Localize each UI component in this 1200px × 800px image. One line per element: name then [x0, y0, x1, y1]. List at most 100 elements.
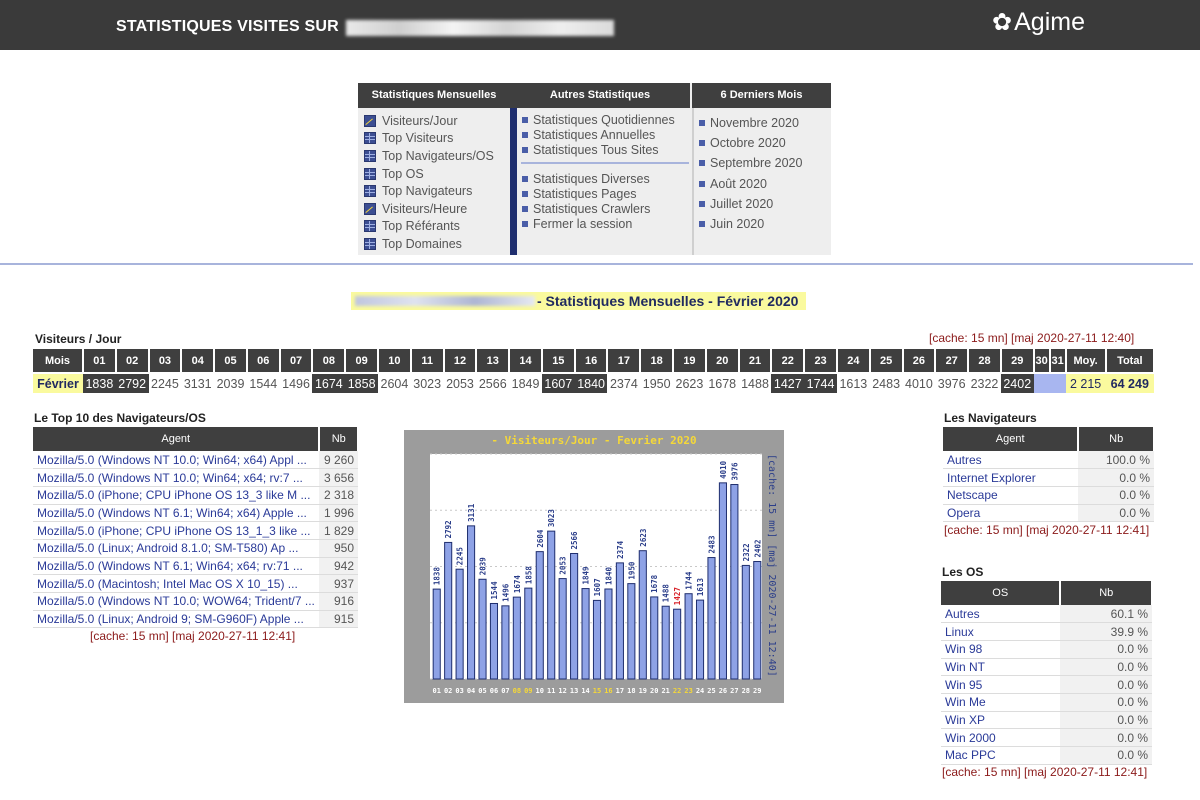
bar — [512, 596, 521, 680]
agent-count: 1 996 — [319, 504, 358, 523]
column-header-day: 30 — [1033, 349, 1051, 373]
x-tick-label: 28 — [742, 687, 750, 695]
menu-item[interactable]: Visiteurs/Heure — [364, 200, 510, 218]
bar — [478, 578, 487, 680]
menu-item[interactable]: Statistiques Pages — [521, 186, 690, 201]
day-value-cell: 1544 — [246, 372, 280, 393]
menu-item[interactable]: Top Navigateurs — [364, 182, 510, 200]
row-name-link[interactable]: Win 2000 — [941, 728, 1061, 747]
agent-link[interactable]: Mozilla/5.0 (iPhone; CPU iPhone OS 13_3 … — [33, 486, 320, 505]
menu-item[interactable]: Statistiques Tous Sites — [521, 142, 690, 157]
bullet-icon — [699, 200, 705, 207]
menu-item[interactable]: Statistiques Crawlers — [521, 201, 690, 216]
day-value-cell: 2402 — [1000, 372, 1034, 393]
redacted-site-name — [346, 20, 614, 36]
row-name-link[interactable]: Internet Explorer — [943, 468, 1079, 487]
table-row: Mozilla/5.0 (Windows NT 10.0; Win64; x64… — [33, 468, 358, 487]
bullet-icon — [699, 140, 705, 147]
row-percent: 0.0 % — [1060, 640, 1152, 659]
menu-item-label: Statistiques Pages — [533, 186, 637, 201]
bullet-icon — [522, 131, 528, 138]
row-name-link[interactable]: Autres — [941, 605, 1061, 624]
agent-link[interactable]: Mozilla/5.0 (Windows NT 6.1; Win64; x64)… — [33, 504, 320, 523]
table-row: Opera 0.0 % — [943, 504, 1154, 523]
day-value-cell: 4010 — [902, 372, 936, 393]
menu-item[interactable]: Top OS — [364, 165, 510, 183]
column-header-day: 01 — [82, 349, 117, 373]
bullet-icon — [522, 205, 528, 212]
menu-item[interactable]: Juillet 2020 — [698, 194, 831, 214]
menu-item[interactable]: Fermer la session — [521, 216, 690, 231]
agent-link[interactable]: Mozilla/5.0 (iPhone; CPU iPhone OS 13_1_… — [33, 521, 320, 540]
menu-item-label: Top Domaines — [382, 236, 462, 251]
column-header-day: 05 — [214, 349, 248, 373]
agent-link[interactable]: Mozilla/5.0 (Windows NT 10.0; Win64; x64… — [33, 468, 320, 487]
table-row: Mozilla/5.0 (iPhone; CPU iPhone OS 13_3 … — [33, 486, 358, 505]
agent-link[interactable]: Mozilla/5.0 (Linux; Android 9; SM-G960F)… — [33, 610, 320, 629]
column-header-day: 27 — [935, 349, 970, 373]
menu-item[interactable]: Statistiques Quotidiennes — [521, 112, 690, 127]
row-name-link[interactable]: Win Me — [941, 693, 1061, 712]
agent-link[interactable]: Mozilla/5.0 (Windows NT 6.1; Win64; x64;… — [33, 557, 320, 576]
day-value-cell: 1496 — [279, 372, 313, 393]
menu-item[interactable]: Top Domaines — [364, 235, 510, 253]
agent-link[interactable]: Mozilla/5.0 (Macintosh; Intel Mac OS X 1… — [33, 574, 320, 593]
column-header-os: OS — [941, 581, 1062, 605]
row-name-link[interactable]: Linux — [941, 622, 1061, 641]
row-name-link[interactable]: Netscape — [943, 486, 1079, 505]
day-value-cell: 1950 — [640, 372, 674, 393]
bar — [673, 608, 682, 680]
row-name-link[interactable]: Win XP — [941, 711, 1061, 730]
row-name-link[interactable]: Win 98 — [941, 640, 1061, 659]
x-tick-label: 17 — [616, 687, 624, 695]
table-row: Linux 39.9 % — [941, 622, 1152, 641]
row-name-link[interactable]: Mac PPC — [941, 746, 1061, 765]
column-header-nb: Nb — [319, 427, 359, 451]
bar — [432, 588, 441, 680]
bar-value-label: 2792 — [444, 520, 453, 538]
column-header-total: Total — [1105, 349, 1156, 373]
menu-item-label: Top Référants — [382, 219, 460, 234]
bar — [444, 541, 453, 680]
menu-item[interactable]: Août 2020 — [698, 174, 831, 194]
row-name-link[interactable]: Win 95 — [941, 675, 1061, 694]
row-name-link[interactable]: Opera — [943, 504, 1079, 523]
agent-count: 937 — [319, 574, 358, 593]
menu-item[interactable]: Statistiques Annuelles — [521, 127, 690, 142]
menu-item-label: Statistiques Diverses — [533, 171, 650, 186]
column-header-day: 18 — [640, 349, 675, 373]
bar — [615, 562, 624, 680]
menu-item[interactable]: Top Navigateurs/OS — [364, 147, 510, 165]
menu-item[interactable]: Novembre 2020 — [698, 113, 831, 133]
menu-item[interactable]: Juin 2020 — [698, 214, 831, 234]
table-row: Win XP 0.0 % — [941, 711, 1152, 730]
bar — [455, 568, 464, 680]
table-row: Autres 60.1 % — [941, 605, 1152, 624]
bar-value-label: 1849 — [582, 566, 591, 585]
bullet-icon — [699, 160, 705, 167]
agime-logo[interactable]: ✿ Agime — [992, 8, 1085, 37]
row-name-link[interactable]: Autres — [943, 451, 1079, 470]
column-header-day: 06 — [246, 349, 281, 373]
column-header-day: 09 — [345, 349, 380, 373]
bar-value-label: 2322 — [742, 543, 751, 561]
menu-item[interactable]: Octobre 2020 — [698, 133, 831, 153]
agent-link[interactable]: Mozilla/5.0 (Windows NT 10.0; WOW64; Tri… — [33, 592, 320, 611]
menu-item-label: Statistiques Tous Sites — [533, 142, 659, 157]
menu-item-label: Septembre 2020 — [710, 156, 803, 171]
column-header-day: 19 — [673, 349, 707, 373]
menu-item[interactable]: Top Visiteurs — [364, 130, 510, 148]
menu-item[interactable]: Statistiques Diverses — [521, 171, 690, 186]
menu-item[interactable]: Visiteurs/Jour — [364, 112, 510, 130]
column-header-day: 24 — [836, 349, 871, 373]
os-label: Les OS — [942, 565, 984, 579]
row-name-link[interactable]: Win NT — [941, 658, 1061, 677]
agent-link[interactable]: Mozilla/5.0 (Linux; Android 8.1.0; SM-T5… — [33, 539, 320, 558]
os-table: OS Nb Autres 60.1 % Linux 39.9 % Win 98 0.0 %… — [941, 581, 1153, 765]
total-cell: 64 249 — [1105, 372, 1154, 393]
table-row: Mozilla/5.0 (Windows NT 10.0; Win64; x64… — [33, 451, 358, 470]
menu-item[interactable]: Septembre 2020 — [698, 153, 831, 173]
menu-item[interactable]: Top Référants — [364, 218, 510, 236]
table-row: Mozilla/5.0 (Linux; Android 9; SM-G960F)… — [33, 610, 358, 629]
agent-link[interactable]: Mozilla/5.0 (Windows NT 10.0; Win64; x64… — [33, 451, 320, 470]
